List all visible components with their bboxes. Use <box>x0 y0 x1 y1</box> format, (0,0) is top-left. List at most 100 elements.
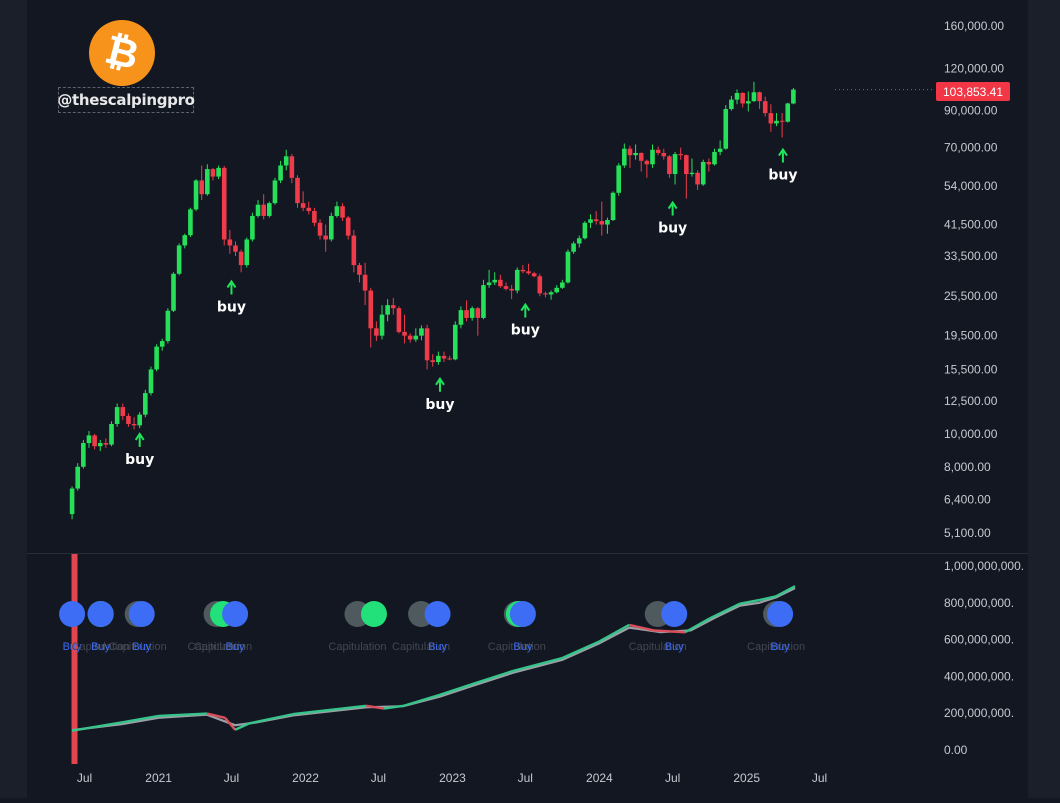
candle-body <box>689 172 695 175</box>
candle-body <box>295 177 300 204</box>
buy-marker-label: Buy <box>513 641 532 653</box>
buy-marker-dot <box>424 601 451 627</box>
indicator-line-segment <box>224 717 237 731</box>
candle-body <box>520 269 526 272</box>
candle-body <box>103 443 109 445</box>
candle-body <box>616 165 621 193</box>
candle-body <box>560 282 565 288</box>
green-marker-dot <box>360 601 387 627</box>
candle-body <box>734 92 740 100</box>
candle-body <box>774 120 779 124</box>
candle-body <box>199 180 204 195</box>
candle-body <box>328 215 334 240</box>
indicator-line-segment <box>739 598 760 605</box>
candle-body <box>345 217 351 236</box>
buy-marker-dot <box>59 601 86 627</box>
time-axis-tick: 2025 <box>733 771 760 785</box>
buy-marker-label: Buy <box>226 641 245 653</box>
candle-body <box>210 169 216 177</box>
indicator-line-segment <box>121 714 159 724</box>
candle-body <box>672 154 678 175</box>
indicator-axis-tick: 200,000,000. <box>944 706 1014 720</box>
indicator-line-secondary <box>71 587 796 732</box>
candle-body <box>537 276 543 294</box>
candle-body <box>300 203 306 208</box>
candle-body <box>700 161 706 185</box>
candle-body <box>695 172 700 185</box>
buy-marker-dot <box>767 601 794 627</box>
time-axis-tick: Jul <box>77 771 92 785</box>
candle-body <box>498 279 503 287</box>
candle-body <box>729 99 734 110</box>
candle-body <box>368 290 374 329</box>
candle-body <box>171 273 176 311</box>
candle-body <box>267 203 272 216</box>
price-axis-tick: 5,100.00 <box>944 526 991 540</box>
price-axis-tick: 19,500.00 <box>944 329 998 343</box>
candle-body <box>751 92 757 102</box>
buy-arrow-head-icon <box>226 279 237 289</box>
candle-body <box>622 148 627 166</box>
candle-body <box>712 151 717 165</box>
indicator-line-segment <box>775 585 796 598</box>
candle-body <box>114 407 120 424</box>
highlight-bar <box>71 554 78 764</box>
indicator-axis-tick: 800,000,000. <box>944 596 1014 610</box>
candle-body <box>768 113 774 124</box>
candle-body <box>131 423 137 426</box>
buy-annotation-label: buy <box>511 323 540 339</box>
bitcoin-logo-icon: ₿ <box>89 20 155 86</box>
buy-marker-label: Buy <box>665 641 684 653</box>
candle-body <box>509 288 514 291</box>
candle-body <box>548 292 554 295</box>
price-axis-tick: 12,500.00 <box>944 394 998 408</box>
buy-arrow-head-icon <box>435 376 445 386</box>
indicator-line-segment <box>628 623 654 632</box>
time-axis-tick: Jul <box>224 771 239 785</box>
candle-body <box>746 101 751 104</box>
candle-body <box>469 308 475 318</box>
buy-annotation-label: buy <box>768 168 797 184</box>
candle-body <box>684 155 689 175</box>
candle-body <box>244 239 250 266</box>
capitulation-marker-label: Capitulation <box>488 641 546 653</box>
candle-body <box>464 310 469 318</box>
candle-body <box>92 435 97 447</box>
candle-body <box>452 324 458 360</box>
candle-body <box>233 245 238 252</box>
candle-body <box>791 89 796 104</box>
buy-marker-label: Buy <box>63 641 82 653</box>
capitulation-marker-label: Capitulation <box>109 641 167 653</box>
time-axis-tick: 2023 <box>439 771 466 785</box>
candle-body <box>390 305 396 309</box>
time-axis-tick: Jul <box>371 771 386 785</box>
candle-body <box>565 251 571 283</box>
candle-body <box>221 167 227 240</box>
candle-body <box>86 435 92 444</box>
indicator-line-segment <box>292 704 367 716</box>
buy-arrow-head-icon <box>134 432 145 441</box>
buy-annotation-label: buy <box>658 221 687 237</box>
candle-body <box>272 180 278 204</box>
candle-body <box>543 293 548 295</box>
candle-body <box>757 92 762 102</box>
price-axis-tick: 70,000.00 <box>944 141 998 155</box>
candle-body <box>289 156 295 178</box>
candle-body <box>486 282 492 286</box>
buy-annotation-label: buy <box>425 397 454 413</box>
buy-marker-dot <box>661 601 688 627</box>
candle-body <box>154 346 159 370</box>
buy-marker-dot <box>222 601 249 627</box>
indicator-line-segment <box>512 656 563 673</box>
indicator-line-segment <box>383 704 404 710</box>
indicator-line-segment <box>366 704 385 710</box>
buy-annotation-label: buy <box>125 452 154 468</box>
svg-text:₿: ₿ <box>101 27 144 80</box>
right-panel-strip <box>1028 0 1060 798</box>
candle-body <box>75 466 81 489</box>
candle-body <box>678 154 683 156</box>
candle-body <box>402 331 407 336</box>
time-axis-tick: Jul <box>665 771 680 785</box>
candle-body <box>582 222 588 239</box>
candle-body <box>109 423 114 445</box>
